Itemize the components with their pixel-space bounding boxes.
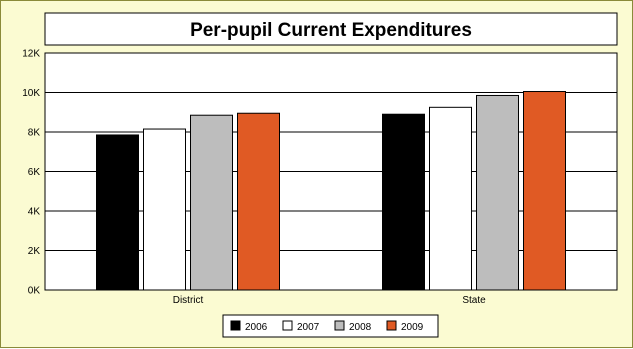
y-tick-label: 4K [28,207,41,218]
bar-2007-state [429,106,472,291]
legend-swatch-2006 [230,320,241,331]
y-tick-label: 0K [28,286,41,297]
y-tick-label: 8K [28,128,41,139]
y-tick-label: 6K [28,167,41,178]
bar-2008-state [476,94,519,291]
y-tick-label: 10K [22,88,40,99]
legend-swatch-2007 [282,320,293,331]
legend-box [222,314,439,338]
x-tick-label: District [173,295,204,306]
y-axis-ticks: 0K 2K 4K 6K 8K 10K 12K [22,49,40,297]
bar-2009-district [237,112,280,291]
legend-label: 2006 [245,322,268,333]
bar-2009-state [523,91,566,291]
grid-lines [45,92,617,251]
bar-2006-state [382,113,425,291]
y-tick-label: 2K [28,246,41,257]
y-tick-label: 12K [22,49,40,60]
legend-label: 2009 [401,322,424,333]
legend-swatch-2008 [334,320,345,331]
legend-label: 2007 [297,322,320,333]
bar-2006-district [96,134,139,291]
x-axis-ticks: District State [173,295,486,306]
bar-2008-district [190,114,233,291]
title-box [44,12,618,46]
chart-title: Per-pupil Current Expenditures [190,20,472,41]
bar-2007-district [143,128,186,291]
bars [96,91,566,291]
legend-swatch-2009 [386,320,397,331]
x-tick-label: State [462,295,486,306]
legend: 2006 2007 2008 2009 [230,320,424,333]
legend-label: 2008 [349,322,372,333]
